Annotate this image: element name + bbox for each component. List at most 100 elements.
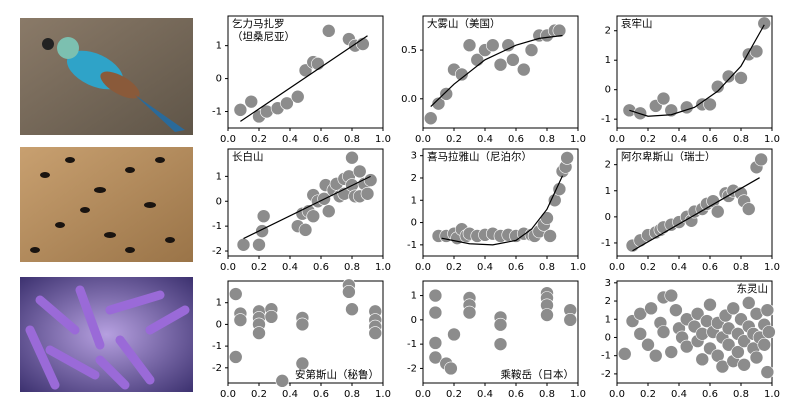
x-tick-label: 1.0: [570, 389, 586, 400]
subplot: -2 -1 0 1 2 3 0.0 0.2 0.4 0.6 0.8 1.0 东灵山: [601, 278, 780, 400]
subplot-title: 哀牢山: [621, 17, 653, 30]
y-tick-label: 0: [605, 212, 611, 223]
y-tick-label: 0: [411, 218, 417, 229]
point: [431, 96, 446, 111]
point: [295, 356, 310, 371]
x-tick-label: 0.6: [702, 389, 718, 400]
x-tick-label: 0.4: [671, 134, 687, 145]
point: [462, 38, 477, 53]
subplot-title: 长白山: [232, 150, 264, 163]
subplot: -2 -1 0 1 0.0 0.2 0.4 0.6 0.8 1.0 乘鞍岳（日本）: [407, 280, 586, 400]
x-tick-label: 0.2: [640, 134, 656, 145]
x-tick-label: 0.6: [508, 134, 524, 145]
point: [493, 57, 508, 72]
point: [543, 229, 557, 243]
point: [726, 301, 741, 316]
y-tick-label: 0: [216, 74, 222, 85]
point: [493, 337, 508, 351]
y-tick-label: 0.0: [401, 94, 417, 105]
fit-line: [629, 24, 765, 117]
x-tick-label: 0.0: [415, 262, 431, 273]
x-tick-label: 0.0: [415, 389, 431, 400]
x-tick-label: 0.6: [313, 389, 329, 400]
point: [252, 238, 266, 252]
point: [540, 308, 554, 322]
x-tick-label: 0.0: [609, 134, 625, 145]
y-tick-label: 2: [605, 26, 611, 37]
x-tick-label: 0.0: [220, 262, 236, 273]
y-tick-label: -2: [601, 369, 611, 380]
y-tick-label: 1: [216, 298, 222, 309]
x-tick-label: 0.8: [344, 389, 360, 400]
subplot-title: 东灵山: [737, 282, 769, 295]
point: [679, 100, 694, 115]
y-tick-label: 2: [411, 173, 417, 184]
plot-frame: [227, 280, 384, 384]
y-tick-label: 1: [216, 171, 222, 182]
y-tick-label: -1: [601, 114, 611, 125]
point: [669, 303, 683, 317]
x-tick-label: 1.0: [570, 262, 586, 273]
x-tick-label: 0.8: [733, 262, 749, 273]
y-tick-label: -1: [212, 221, 222, 232]
point: [290, 89, 305, 104]
point: [244, 94, 259, 109]
point: [664, 345, 679, 359]
plot-frame: [422, 15, 579, 129]
x-tick-label: 0.4: [477, 389, 493, 400]
x-tick-label: 0.6: [508, 389, 524, 400]
x-tick-label: 0.2: [446, 389, 462, 400]
y-tick-label: -1: [601, 238, 611, 249]
point: [345, 302, 359, 317]
plot-frame: [616, 148, 773, 257]
y-tick-label: 0: [216, 319, 222, 330]
point: [760, 365, 775, 379]
x-tick-label: 0.0: [609, 262, 625, 273]
subplot: -2 -1 0 1 0.0 0.2 0.4 0.6 0.8 1.0 长白山: [212, 148, 391, 273]
x-tick-label: 0.0: [415, 134, 431, 145]
point: [447, 327, 461, 342]
point: [228, 287, 243, 301]
point: [368, 326, 383, 340]
y-tick-label: 3: [411, 151, 417, 162]
x-tick-label: 0.2: [251, 262, 267, 273]
point: [295, 317, 310, 332]
point: [540, 211, 554, 225]
y-tick-label: -2: [212, 246, 222, 257]
y-tick-label: 1: [216, 41, 222, 52]
fit-line: [240, 35, 368, 122]
point: [345, 150, 359, 165]
point: [360, 186, 375, 201]
x-tick-label: 0.8: [539, 389, 555, 400]
x-tick-label: 1.0: [570, 134, 586, 145]
point: [506, 53, 520, 67]
point: [633, 327, 648, 341]
subplot: -1 0 1 2 0.0 0.2 0.4 0.6 0.8 1.0 阿尔卑斯山（瑞士）: [601, 148, 780, 273]
y-tick-label: 2: [605, 296, 611, 307]
point: [342, 285, 356, 299]
x-tick-label: 0.0: [609, 389, 625, 400]
point: [690, 306, 705, 321]
subplot: -1 0 1 2 0.0 0.2 0.4 0.6 0.8 1.0 哀牢山: [601, 15, 780, 145]
point: [737, 334, 751, 348]
subplot: -1 0 1 2 3 0.0 0.2 0.4 0.6 0.8 1.0 喜马拉雅山（尼泊尔）: [407, 148, 586, 273]
y-tick-label: -1: [601, 351, 611, 362]
point: [552, 23, 567, 38]
y-tick-label: -1: [407, 339, 417, 350]
point: [710, 79, 725, 94]
point: [648, 348, 663, 363]
point: [721, 69, 736, 84]
x-tick-label: 0.6: [313, 262, 329, 273]
subplot-title: 喜马拉雅山（尼泊尔）: [427, 150, 532, 163]
point: [428, 350, 443, 365]
point: [501, 38, 516, 53]
x-tick-label: 0.2: [251, 389, 267, 400]
x-tick-label: 1.0: [375, 134, 391, 145]
x-tick-label: 0.0: [220, 389, 236, 400]
point: [428, 305, 443, 320]
point: [228, 350, 243, 364]
point: [298, 223, 313, 237]
x-tick-label: 0.4: [671, 262, 687, 273]
x-tick-label: 1.0: [375, 262, 391, 273]
point: [462, 305, 477, 320]
